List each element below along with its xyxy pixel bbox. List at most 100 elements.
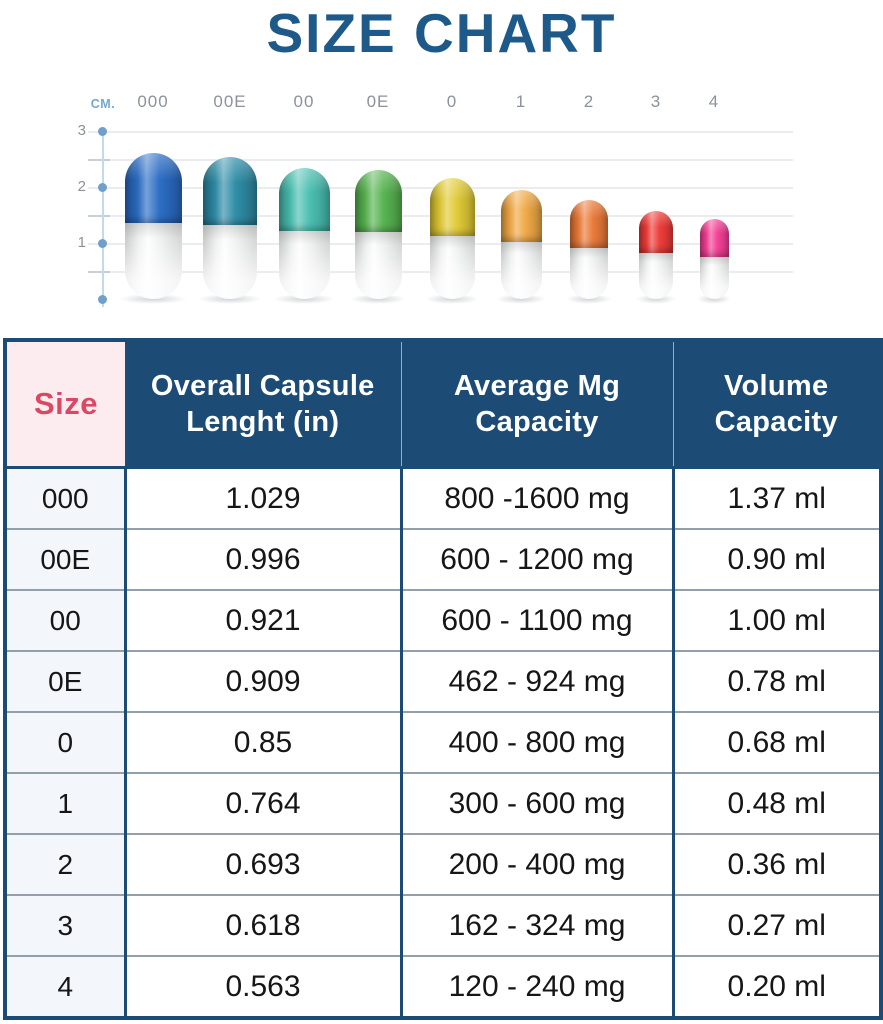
capsule-chart: CM. 3 2 1 000 00E 00 0E 0 1 2 3 4: [0, 88, 883, 338]
capsule-cap: [124, 153, 182, 224]
table-header-row: Size Overall Capsule Lenght (in) Average M…: [5, 340, 881, 468]
capsule-illustration: [496, 190, 546, 304]
y-axis-tick-label: 3: [77, 122, 86, 139]
table-row: 1 0.764 300 - 600 mg 0.48 ml: [5, 772, 881, 834]
capsule-illustration: [118, 153, 188, 304]
capsule-cap: [699, 219, 729, 258]
capsule-shadow: [566, 294, 612, 304]
table-row: 2 0.693 200 - 400 mg 0.36 ml: [5, 833, 881, 895]
cell-volume: 0.36 ml: [671, 833, 881, 895]
capsule-illustration: [696, 219, 732, 304]
capsule-body: [570, 247, 608, 299]
capsule-body: [278, 230, 330, 299]
capsule-cap: [429, 178, 475, 237]
capsule-illustration: [635, 211, 677, 304]
table-row: 4 0.563 120 - 240 mg 0.20 ml: [5, 955, 881, 1018]
cell-size: 1: [5, 772, 125, 834]
cell-size: 0E: [5, 650, 125, 712]
table-row: 000 1.029 800 -1600 mg 1.37 ml: [5, 467, 881, 529]
axis-half-tick: [88, 215, 110, 217]
cell-length: 0.618: [123, 894, 401, 956]
cell-size: 000: [5, 467, 125, 529]
cell-volume: 0.78 ml: [671, 650, 881, 712]
capsule-shadow: [349, 294, 407, 304]
capsule-cap: [354, 170, 402, 232]
cell-mg-capacity: 600 - 1200 mg: [399, 528, 673, 590]
cell-length: 0.921: [123, 589, 401, 651]
cell-volume: 1.00 ml: [671, 589, 881, 651]
table-row: 0 0.85 400 - 800 mg 0.68 ml: [5, 711, 881, 773]
y-axis-tick-label: 1: [77, 234, 86, 251]
y-axis-dot: [98, 127, 107, 136]
table-row: 3 0.618 162 - 324 mg 0.27 ml: [5, 894, 881, 956]
capsule-shadow: [118, 294, 188, 304]
capsule-shadow: [635, 294, 677, 304]
capsule-size-label: 2: [583, 92, 595, 111]
chart-gridline: [88, 159, 793, 161]
axis-half-tick: [88, 271, 110, 273]
y-axis-dot: [98, 183, 107, 192]
capsule-body: [429, 236, 475, 299]
capsule-shadow: [496, 294, 546, 304]
table-row: 00E 0.996 600 - 1200 mg 0.90 ml: [5, 528, 881, 590]
y-axis-line: [102, 131, 104, 307]
capsule-cap: [500, 190, 542, 243]
capsule-illustration: [273, 168, 335, 304]
capsule-shadow: [696, 294, 732, 304]
capsule-size-label: 000: [137, 92, 169, 111]
y-axis-tick-label: 2: [77, 178, 86, 195]
cell-mg-capacity: 400 - 800 mg: [399, 711, 673, 773]
cell-length: 0.85: [123, 711, 401, 773]
capsule-shadow: [197, 294, 263, 304]
cell-length: 0.996: [123, 528, 401, 590]
cell-volume: 0.20 ml: [671, 955, 881, 1018]
capsule-illustration: [349, 170, 407, 304]
cell-volume: 0.68 ml: [671, 711, 881, 773]
capsule-cap: [203, 157, 257, 226]
cell-size: 4: [5, 955, 125, 1018]
capsule-size-label: 00E: [213, 92, 247, 111]
capsule-shadow: [425, 294, 479, 304]
cell-mg-capacity: 200 - 400 mg: [399, 833, 673, 895]
table-body: 000 1.029 800 -1600 mg 1.37 ml 00E 0.996 600 -…: [5, 467, 881, 1018]
cell-length: 0.909: [123, 650, 401, 712]
capsule-size-label: 00: [293, 92, 315, 111]
capsule-illustration: [197, 157, 263, 304]
cell-volume: 0.90 ml: [671, 528, 881, 590]
capsule-body: [639, 253, 673, 299]
header-row: Size Overall Capsule Lenght (in) Average M…: [5, 340, 881, 468]
capsule-body: [500, 242, 542, 299]
cell-mg-capacity: 462 - 924 mg: [399, 650, 673, 712]
chart-unit-label: CM.: [90, 97, 116, 111]
cell-mg-capacity: 120 - 240 mg: [399, 955, 673, 1018]
cell-mg-capacity: 162 - 324 mg: [399, 894, 673, 956]
cell-volume: 1.37 ml: [671, 467, 881, 529]
cell-mg-capacity: 800 -1600 mg: [399, 467, 673, 529]
column-header: Overall Capsule Lenght (in): [125, 340, 401, 468]
capsule-body: [354, 231, 402, 299]
capsule-cap: [639, 211, 673, 254]
capsule-illustration: [566, 200, 612, 304]
axis-half-tick: [88, 159, 110, 161]
cell-volume: 0.48 ml: [671, 772, 881, 834]
cell-volume: 0.27 ml: [671, 894, 881, 956]
cell-length: 1.029: [123, 467, 401, 529]
table-row: 00 0.921 600 - 1100 mg 1.00 ml: [5, 589, 881, 651]
capsule-size-label: 1: [515, 92, 527, 111]
chart-gridline: [88, 131, 793, 133]
capsule-size-label: 0E: [366, 92, 390, 111]
capsule-illustration: [425, 178, 479, 304]
cell-mg-capacity: 300 - 600 mg: [399, 772, 673, 834]
cell-length: 0.764: [123, 772, 401, 834]
capsule-cap: [570, 200, 608, 248]
cell-size: 0: [5, 711, 125, 773]
y-axis-dot: [98, 295, 107, 304]
cell-size: 00E: [5, 528, 125, 590]
column-header-size: Size: [5, 340, 125, 468]
capsule-body: [203, 225, 257, 299]
capsule-shadow: [273, 294, 335, 304]
capsule-size-label: 4: [708, 92, 720, 111]
capsule-body: [124, 223, 182, 299]
y-axis-dot: [98, 239, 107, 248]
